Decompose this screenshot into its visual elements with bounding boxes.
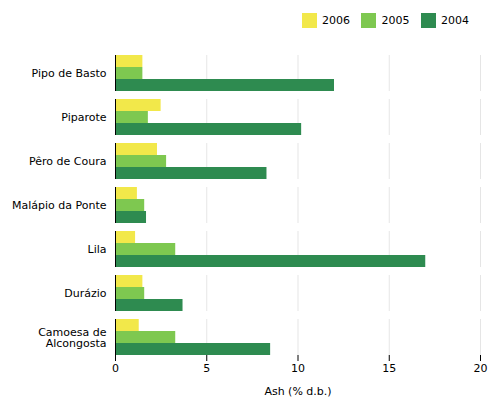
svg-text:Ash (% d.b.): Ash (% d.b.) bbox=[264, 384, 331, 397]
html-text:2004: 2004 bbox=[441, 14, 469, 27]
svg-text:Pipo de Basto: Pipo de Basto bbox=[32, 67, 107, 80]
svg-text:10: 10 bbox=[291, 362, 305, 375]
svg-text:5: 5 bbox=[203, 362, 210, 375]
svg-text:Piparote: Piparote bbox=[61, 111, 106, 124]
svg-text:20: 20 bbox=[474, 362, 488, 375]
html-text:2005: 2005 bbox=[381, 14, 410, 27]
svg-text:Durázio: Durázio bbox=[64, 287, 107, 300]
svg-text:Pêro de Coura: Pêro de Coura bbox=[29, 155, 106, 168]
svg-text:Camoesa deAlcongosta: Camoesa deAlcongosta bbox=[38, 325, 107, 349]
svg-text:15: 15 bbox=[382, 362, 396, 375]
svg-text:Lila: Lila bbox=[88, 243, 107, 256]
svg-text:Malápio da Ponte: Malápio da Ponte bbox=[12, 199, 107, 212]
svg-text:0: 0 bbox=[112, 362, 119, 375]
html-text:2006: 2006 bbox=[322, 14, 350, 27]
